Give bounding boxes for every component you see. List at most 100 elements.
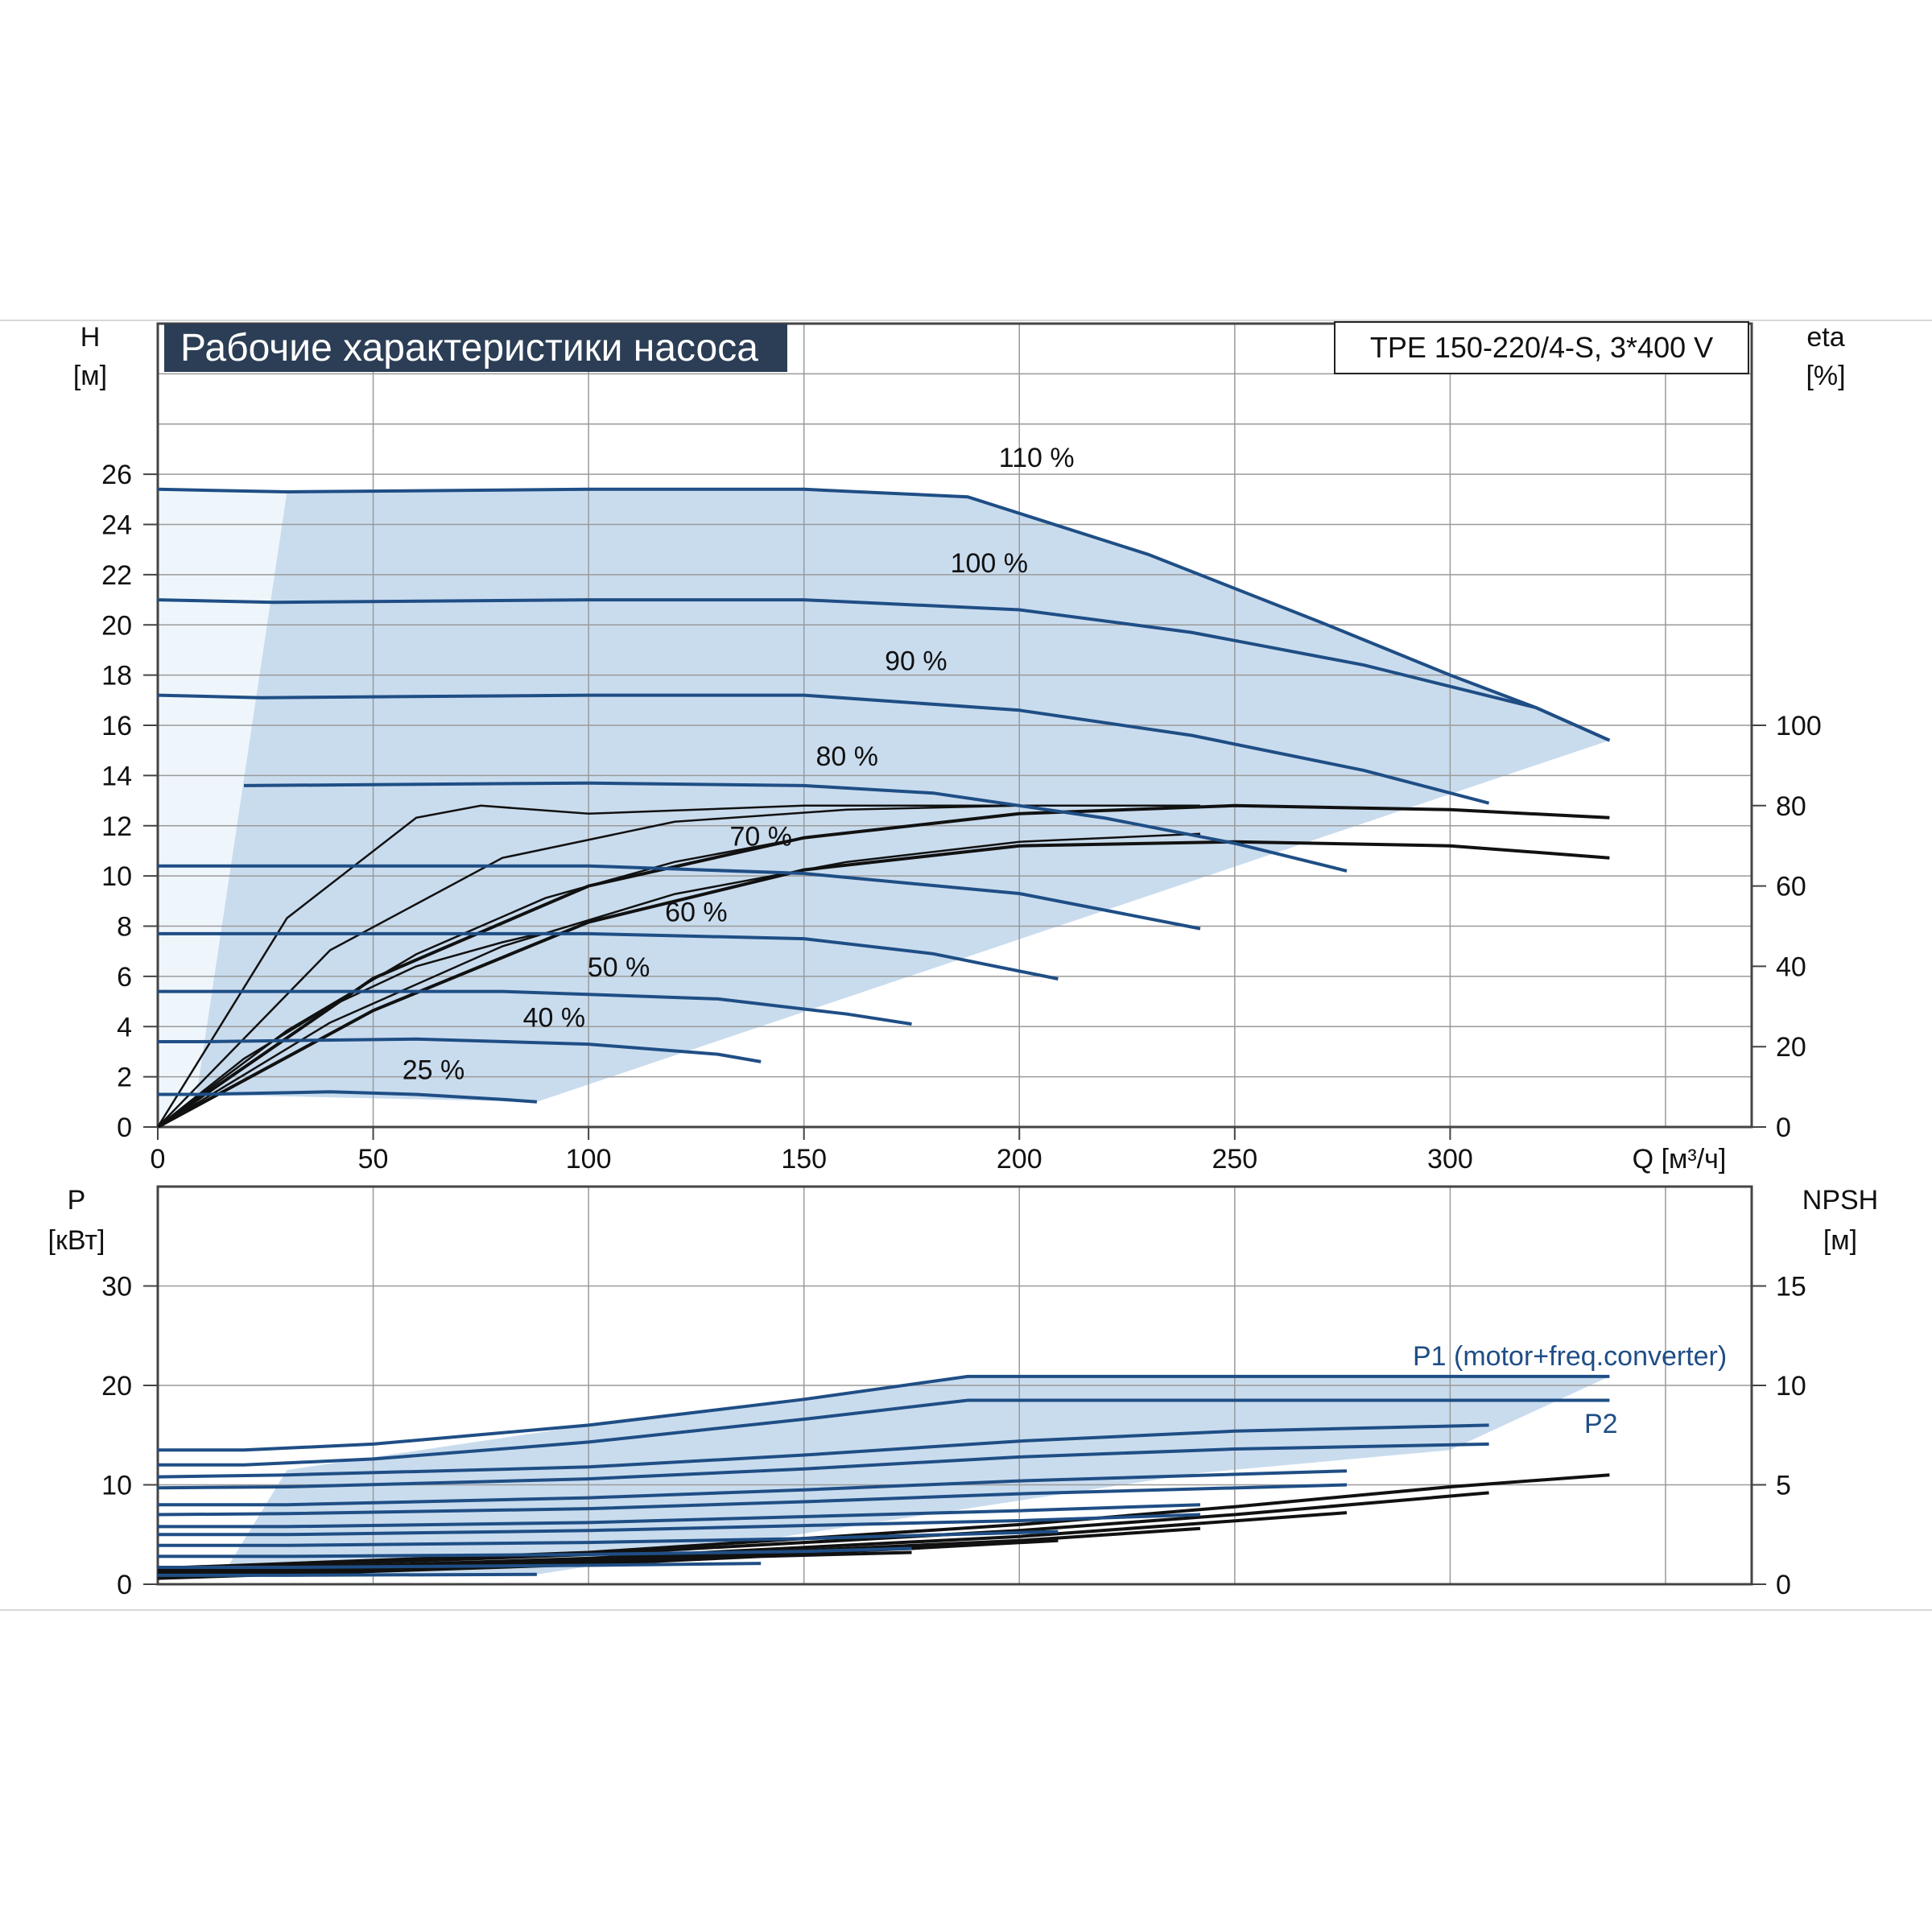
head-tick: 6 — [117, 962, 132, 993]
page-border-lines — [0, 320, 1932, 1611]
npsh-curve — [157, 1550, 912, 1580]
efficiency-curve — [156, 803, 1610, 1129]
power-curve — [158, 1469, 1348, 1507]
p2-label: P2 — [1584, 1409, 1618, 1439]
model-label: TPE 150-220/4-S, 3*400 V — [1370, 331, 1713, 364]
power-tick: 20 — [101, 1371, 132, 1402]
flow-tick: 0 — [151, 1144, 166, 1174]
flow-tick: 50 — [358, 1144, 389, 1174]
efficiency-curve — [157, 824, 912, 1129]
eta-tick: 80 — [1776, 791, 1806, 822]
curve-label-60: 60 % — [665, 897, 728, 927]
flow-tick: 300 — [1427, 1144, 1473, 1174]
head-tick: 12 — [101, 811, 132, 842]
flow-tick: 150 — [781, 1144, 827, 1174]
npsh-tick: 15 — [1776, 1272, 1806, 1302]
power-curve — [158, 1530, 1059, 1547]
low-flow-zone — [158, 489, 287, 1127]
head-curve-60 — [158, 931, 1059, 980]
curve-label-40: 40 % — [523, 1002, 586, 1033]
npsh-tick: 0 — [1776, 1570, 1791, 1600]
model-box — [1334, 321, 1749, 374]
efficiency-curve — [157, 832, 1201, 1129]
power-tick-labels: 0 10 20 30 0 5 10 15 — [101, 1272, 1806, 1601]
npsh-axis-unit: [м] — [1823, 1225, 1857, 1256]
eta-axis-symbol: eta — [1806, 322, 1844, 353]
head-efficiency-plot: 110 % 100 % 90 % 80 % 70 % 60 % 50 %40 % 25 % 0… — [73, 321, 1846, 1174]
npsh-tick: 5 — [1776, 1471, 1791, 1501]
p1-label: P1 (motor+freq.converter) — [1413, 1341, 1727, 1372]
chart-title: Рабочие характеристики насоса — [180, 327, 758, 369]
head-curve-100 — [157, 598, 1611, 742]
head-curve-labels: 110 % 100 % 90 % 80 % 70 % 60 % 50 %40 % 25 % — [402, 443, 1075, 1086]
head-curve-90 — [157, 693, 1490, 805]
power-zone — [222, 1376, 1610, 1575]
head-curve-70 — [158, 864, 1201, 931]
eta-tick: 0 — [1776, 1113, 1791, 1143]
head-tick: 24 — [101, 510, 132, 541]
power-axis-symbol: P — [68, 1185, 86, 1216]
power-tick: 10 — [101, 1471, 132, 1501]
curve-label-25: 25 % — [402, 1055, 465, 1086]
power-curve — [158, 1513, 1201, 1537]
head-axis-symbol: H — [80, 322, 101, 353]
operating-zone — [196, 489, 1610, 1102]
head-curve-40 — [158, 1037, 762, 1063]
flow-axis-label: Q [м³/ч] — [1633, 1144, 1727, 1174]
head-tick: 2 — [117, 1063, 132, 1093]
curve-label-90: 90 % — [885, 646, 947, 676]
head-curve-25 — [158, 1090, 538, 1104]
efficiency-curve — [157, 840, 1610, 1129]
power-tick: 0 — [117, 1570, 132, 1600]
operating-area — [158, 489, 1610, 1127]
head-tick: 22 — [101, 560, 132, 591]
head-curve-80 — [243, 781, 1348, 873]
head-tick: 0 — [117, 1113, 132, 1143]
curve-label-110: 110 % — [999, 443, 1075, 473]
head-tick: 10 — [101, 861, 132, 892]
head-tick: 20 — [101, 610, 132, 641]
flow-tick: 200 — [997, 1144, 1042, 1174]
flow-tick: 250 — [1212, 1144, 1257, 1174]
power-area — [222, 1376, 1610, 1575]
head-curve-50 — [158, 989, 912, 1026]
npsh-tick: 10 — [1776, 1371, 1806, 1402]
curve-label-80: 80 % — [815, 741, 878, 772]
power-curve — [158, 1374, 1610, 1452]
head-tick: 4 — [117, 1012, 132, 1042]
power-curve — [158, 1503, 1201, 1529]
head-tick: 14 — [101, 761, 132, 791]
npsh-curve — [157, 1491, 1489, 1572]
title-background — [164, 324, 787, 372]
power-curve — [158, 1562, 762, 1569]
npsh-axis-symbol: NPSH — [1802, 1185, 1878, 1216]
eta-tick: 20 — [1776, 1032, 1806, 1063]
flow-tick: 100 — [566, 1144, 612, 1174]
power-axis-unit: [кВт] — [48, 1225, 105, 1256]
curve-label-100: 100 % — [951, 548, 1028, 579]
head-tick: 8 — [117, 912, 132, 943]
power-tick: 30 — [101, 1272, 132, 1302]
head-curves — [157, 487, 1611, 1104]
power-curve — [158, 1546, 912, 1558]
head-tick: 18 — [101, 661, 132, 691]
eta-tick: 60 — [1776, 872, 1806, 902]
power-curve — [157, 1423, 1489, 1479]
efficiency-curve — [157, 933, 538, 1128]
head-curve-110 — [157, 487, 1611, 742]
head-axis-unit: [м] — [73, 361, 107, 391]
head-tick: 26 — [101, 460, 132, 490]
power-curve — [157, 1483, 1348, 1517]
eta-tick: 100 — [1776, 711, 1822, 741]
power-curve — [157, 1442, 1489, 1490]
eta-tick: 40 — [1776, 952, 1806, 982]
eta-axis-unit: [%] — [1806, 361, 1845, 391]
power-curves — [157, 1374, 1610, 1577]
power-curve — [158, 1398, 1610, 1467]
curve-label-50: 50 % — [588, 952, 650, 983]
curve-label-70: 70 % — [729, 822, 792, 852]
head-tick: 16 — [101, 711, 132, 741]
